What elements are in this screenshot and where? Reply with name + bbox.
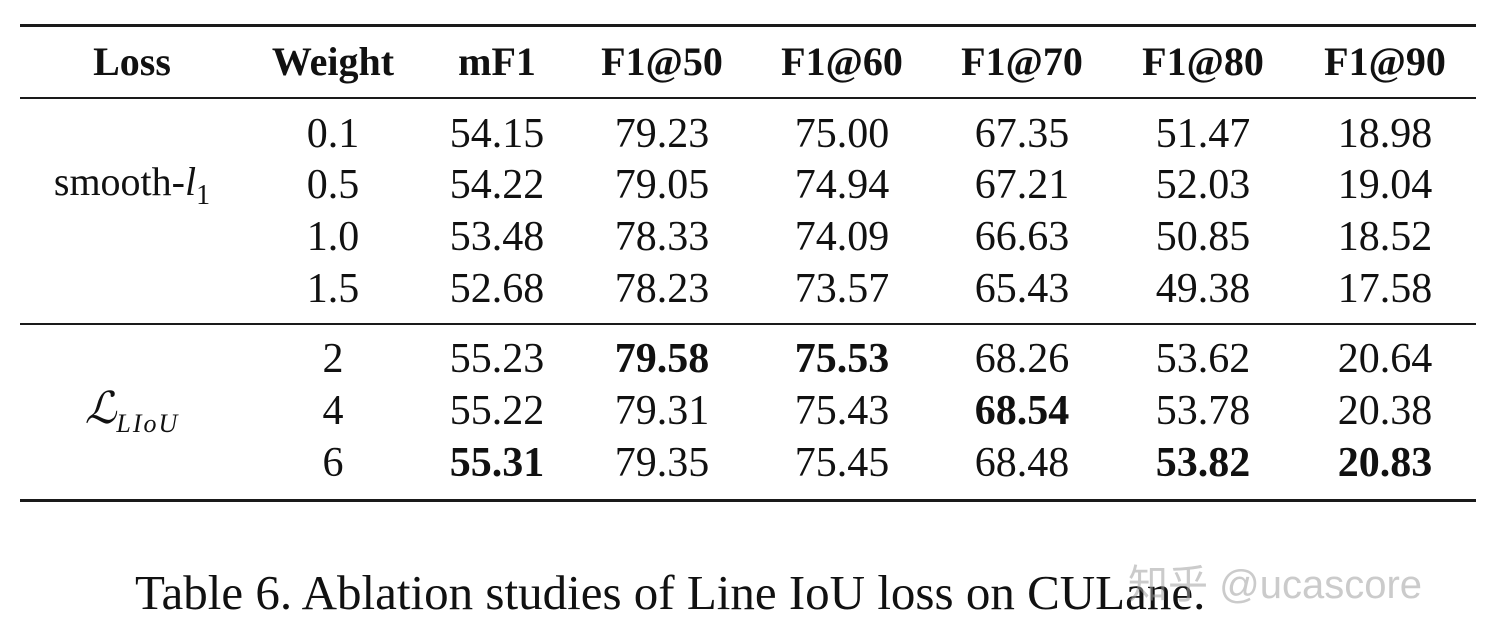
metric-cell: 53.78 xyxy=(1155,388,1251,434)
loss-name: smooth- xyxy=(53,159,185,204)
metric-cell: 68.26 xyxy=(974,336,1070,382)
metric-cell: 18.98 xyxy=(1337,111,1433,157)
column-header: F1@80 xyxy=(1142,39,1264,84)
metric-cell: 54.15 xyxy=(449,111,545,157)
group-divider-rule xyxy=(20,323,1476,325)
metric-cell: 50.85 xyxy=(1155,214,1251,260)
column-header: mF1 xyxy=(458,39,536,84)
metric-cell: 55.23 xyxy=(449,336,545,382)
metric-cell: 79.05 xyxy=(614,162,710,208)
metric-cell: 74.94 xyxy=(794,162,890,208)
metric-cell: 49.38 xyxy=(1155,266,1251,312)
metric-cell: 74.09 xyxy=(794,214,890,260)
metric-cell: 53.82 xyxy=(1155,440,1251,486)
metric-cell: 20.83 xyxy=(1337,440,1433,486)
metric-cell: 53.62 xyxy=(1155,336,1251,382)
metric-cell: 79.31 xyxy=(614,388,710,434)
metric-cell: 67.21 xyxy=(974,162,1070,208)
metric-cell: 75.43 xyxy=(794,388,890,434)
metric-cell: 65.43 xyxy=(974,266,1070,312)
loss-subscript: LIoU xyxy=(116,409,180,438)
loss-name: ℒ xyxy=(84,384,117,433)
loss-label: smooth-l1 xyxy=(54,162,210,210)
column-header: Loss xyxy=(93,39,171,84)
column-header: F1@60 xyxy=(781,39,903,84)
weight-cell: 0.1 xyxy=(306,111,360,157)
metric-cell: 67.35 xyxy=(974,111,1070,157)
metric-cell: 53.48 xyxy=(449,214,545,260)
metric-cell: 79.35 xyxy=(614,440,710,486)
metric-cell: 19.04 xyxy=(1337,162,1433,208)
column-header: F1@50 xyxy=(601,39,723,84)
top-rule xyxy=(20,24,1476,27)
metric-cell: 20.64 xyxy=(1337,336,1433,382)
weight-cell: 1.0 xyxy=(306,214,360,260)
weight-cell: 1.5 xyxy=(306,266,360,312)
metric-cell: 52.03 xyxy=(1155,162,1251,208)
column-header: F1@90 xyxy=(1324,39,1446,84)
loss-subscript: 1 xyxy=(196,180,211,211)
metric-cell: 54.22 xyxy=(449,162,545,208)
header-rule xyxy=(20,97,1476,99)
weight-cell: 6 xyxy=(322,440,344,486)
loss-label: ℒLIoU xyxy=(85,387,180,437)
metric-cell: 52.68 xyxy=(449,266,545,312)
column-header: F1@70 xyxy=(961,39,1083,84)
metric-cell: 75.00 xyxy=(794,111,890,157)
metric-cell: 68.54 xyxy=(974,388,1070,434)
metric-cell: 75.53 xyxy=(794,336,890,382)
metric-cell: 17.58 xyxy=(1337,266,1433,312)
metric-cell: 75.45 xyxy=(794,440,890,486)
metric-cell: 79.23 xyxy=(614,111,710,157)
weight-cell: 0.5 xyxy=(306,162,360,208)
metric-cell: 79.58 xyxy=(614,336,710,382)
metric-cell: 55.22 xyxy=(449,388,545,434)
table-caption: Table 6. Ablation studies of Line IoU lo… xyxy=(135,565,1206,620)
metric-cell: 78.33 xyxy=(614,214,710,260)
metric-cell: 78.23 xyxy=(614,266,710,312)
metric-cell: 18.52 xyxy=(1337,214,1433,260)
metric-cell: 51.47 xyxy=(1155,111,1251,157)
metric-cell: 20.38 xyxy=(1337,388,1433,434)
metric-cell: 68.48 xyxy=(974,440,1070,486)
weight-cell: 4 xyxy=(322,388,344,434)
column-header: Weight xyxy=(271,39,395,84)
loss-symbol: l xyxy=(185,159,197,204)
metric-cell: 66.63 xyxy=(974,214,1070,260)
watermark-text: 知乎 @ucascore xyxy=(1128,563,1423,607)
weight-cell: 2 xyxy=(322,336,344,382)
bottom-rule xyxy=(20,499,1476,502)
metric-cell: 55.31 xyxy=(449,440,545,486)
metric-cell: 73.57 xyxy=(794,266,890,312)
